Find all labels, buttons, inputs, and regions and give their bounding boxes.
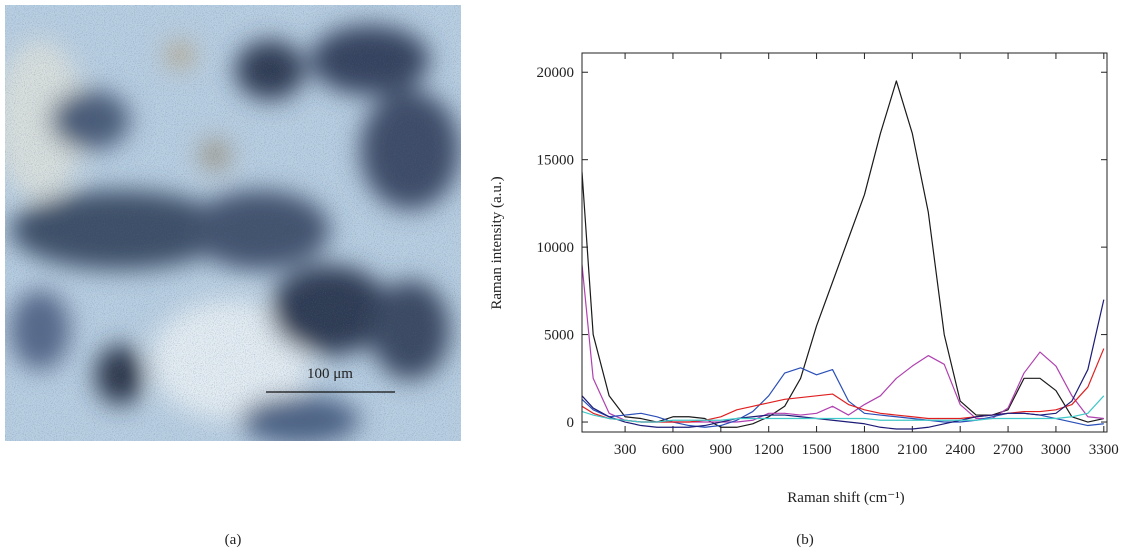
x-axis-label: Raman shift (cm⁻¹) bbox=[787, 490, 904, 506]
x-tick-label: 900 bbox=[710, 442, 733, 458]
y-tick-label: 5000 bbox=[544, 328, 574, 344]
x-tick-label: 1200 bbox=[754, 442, 784, 458]
x-tick-label: 2100 bbox=[897, 442, 927, 458]
series-line bbox=[582, 348, 1105, 423]
y-axis-label: Raman intensity (a.u.) bbox=[489, 176, 505, 309]
caption: (a) bbox=[225, 532, 242, 548]
y-tick-label: 20000 bbox=[537, 65, 575, 81]
series-line bbox=[582, 395, 1105, 423]
x-tick-label: 2700 bbox=[993, 442, 1023, 458]
x-tick-label: 1500 bbox=[802, 442, 832, 458]
y-tick-label: 0 bbox=[567, 415, 575, 431]
series-line bbox=[582, 264, 1104, 423]
caption: (b) bbox=[796, 532, 814, 548]
y-tick-label: 10000 bbox=[537, 240, 575, 256]
micrograph: 100 μm bbox=[5, 5, 461, 441]
y-tick-label: 15000 bbox=[537, 153, 575, 169]
x-tick-label: 2400 bbox=[945, 442, 975, 458]
x-tick-label: 3000 bbox=[1041, 442, 1071, 458]
series-line bbox=[582, 80, 1104, 428]
x-tick-label: 300 bbox=[614, 442, 637, 458]
series-line bbox=[582, 299, 1105, 430]
x-tick-label: 1800 bbox=[849, 442, 879, 458]
scale-label: 100 μm bbox=[307, 366, 353, 382]
plot-frame bbox=[581, 52, 1108, 433]
x-tick-label: 600 bbox=[662, 442, 685, 458]
x-tick-label: 3300 bbox=[1089, 442, 1119, 458]
plot: Raman shift (cm⁻¹) Raman intensity (a.u.… bbox=[489, 52, 1119, 506]
